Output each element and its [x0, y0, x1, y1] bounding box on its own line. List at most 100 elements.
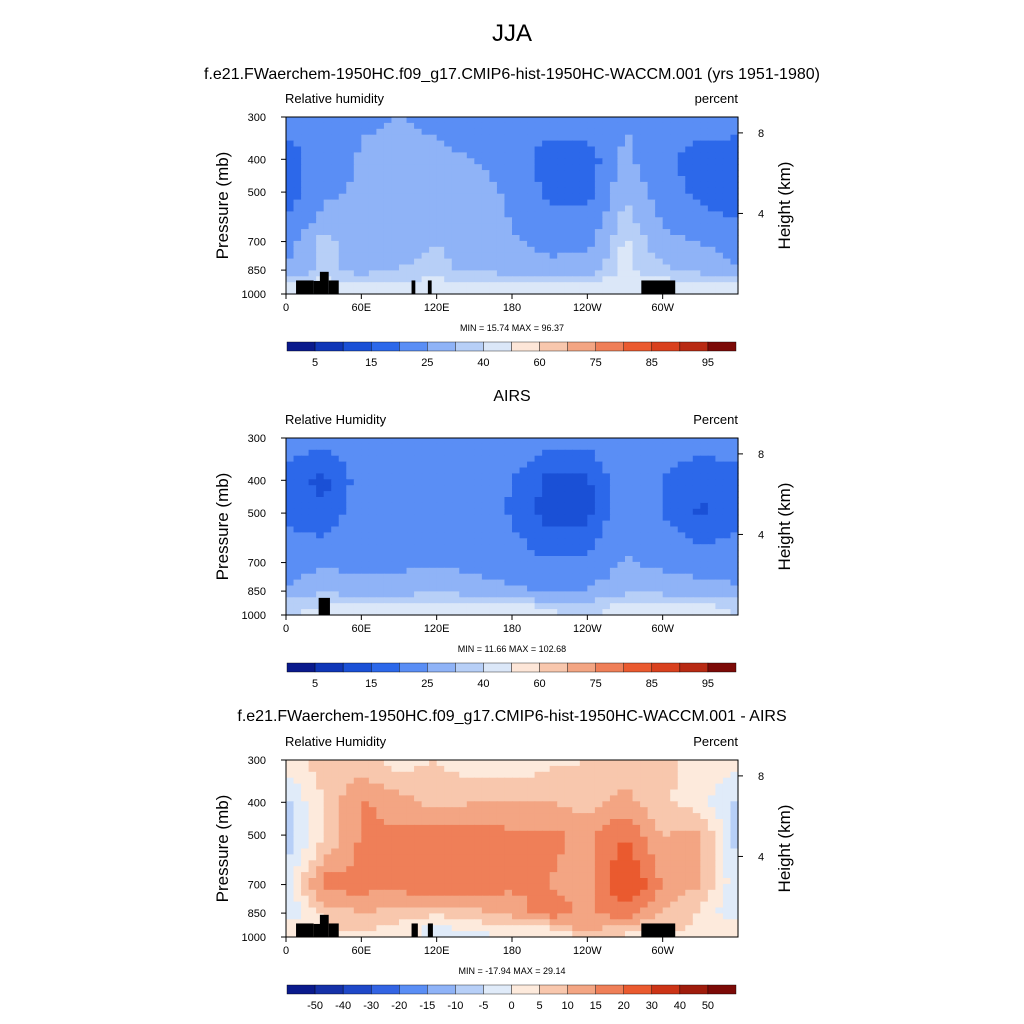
- heatmap-cell: [301, 164, 310, 171]
- heatmap-cell: [376, 579, 385, 587]
- heatmap-cell: [346, 824, 355, 832]
- heatmap-cell: [421, 573, 430, 581]
- heatmap-cell: [399, 520, 408, 528]
- heatmap-cell: [444, 270, 453, 277]
- heatmap-cell: [459, 603, 468, 610]
- heatmap-cell: [451, 146, 460, 153]
- heatmap-cell: [316, 591, 325, 598]
- heatmap-cell: [602, 824, 611, 832]
- heatmap-cell: [722, 842, 732, 850]
- heatmap-cell: [527, 128, 536, 136]
- heatmap-cell: [647, 252, 656, 260]
- heatmap-cell: [414, 176, 423, 183]
- heatmap-cell: [346, 520, 355, 528]
- heatmap-cell: [572, 288, 581, 295]
- heatmap-cell: [685, 187, 694, 195]
- heatmap-cell: [609, 538, 619, 545]
- heatmap-cell: [549, 771, 558, 779]
- heatmap-cell: [670, 878, 679, 885]
- heatmap-cell: [602, 765, 611, 773]
- heatmap-cell: [722, 765, 732, 773]
- heatmap-cell: [700, 181, 709, 189]
- heatmap-cell: [368, 813, 377, 820]
- heatmap-cell: [625, 508, 634, 516]
- heatmap-cell: [534, 789, 543, 796]
- heatmap-cell: [534, 152, 543, 159]
- heatmap-cell: [466, 813, 475, 820]
- heatmap-cell: [286, 438, 295, 445]
- heatmap-cell: [512, 860, 521, 867]
- heatmap-cell: [512, 211, 521, 218]
- heatmap-cell: [730, 807, 739, 814]
- heatmap-cell: [353, 771, 362, 779]
- heatmap-cell: [368, 158, 377, 165]
- heatmap-cell: [647, 205, 656, 212]
- heatmap-cell: [474, 246, 483, 254]
- heatmap-cell: [504, 223, 513, 230]
- heatmap-cell: [496, 211, 506, 218]
- heatmap-cell: [399, 140, 408, 148]
- heatmap-cell: [301, 520, 310, 528]
- heatmap-cell: [496, 449, 506, 457]
- heatmap-cell: [406, 258, 415, 266]
- heatmap-cell: [564, 491, 573, 498]
- heatmap-cell: [301, 591, 310, 598]
- heatmap-cell: [286, 229, 295, 236]
- heatmap-cell: [481, 836, 490, 844]
- heatmap-cell: [316, 760, 325, 767]
- heatmap-cell: [353, 597, 362, 604]
- heatmap-cell: [700, 532, 709, 539]
- heatmap-cell: [722, 848, 732, 855]
- heatmap-cell: [640, 134, 649, 142]
- heatmap-cell: [730, 508, 739, 516]
- heatmap-cell: [564, 609, 573, 616]
- heatmap-cell: [293, 848, 302, 855]
- heatmap-cell: [542, 819, 551, 826]
- heatmap-cell: [361, 438, 370, 445]
- heatmap-cell: [399, 134, 408, 142]
- heatmap-cell: [722, 573, 732, 581]
- heatmap-cell: [368, 771, 377, 779]
- heatmap-cell: [640, 276, 649, 283]
- heatmap-cell: [587, 270, 596, 277]
- heatmap-cell: [707, 848, 716, 855]
- heatmap-cell: [579, 485, 588, 492]
- heatmap-cell: [346, 854, 355, 861]
- heatmap-cell: [527, 573, 536, 581]
- heatmap-cell: [715, 461, 724, 469]
- heatmap-cell: [399, 205, 408, 212]
- heatmap-cell: [444, 170, 453, 177]
- heatmap-cell: [715, 532, 724, 539]
- heatmap-cell: [414, 801, 423, 808]
- heatmap-cell: [549, 842, 558, 850]
- heatmap-cell: [512, 217, 521, 224]
- heatmap-cell: [715, 128, 724, 136]
- heatmap-cell: [444, 252, 453, 260]
- heatmap-cell: [542, 223, 551, 230]
- heatmap-cell: [579, 795, 588, 802]
- heatmap-cell: [647, 532, 656, 539]
- heatmap-cell: [466, 199, 475, 207]
- heatmap-cell: [451, 246, 460, 254]
- heatmap-cell: [527, 473, 536, 480]
- heatmap-cell: [459, 117, 468, 124]
- heatmap-cell: [632, 170, 641, 177]
- heatmap-cell: [527, 467, 536, 474]
- heatmap-cell: [429, 276, 438, 283]
- heatmap-cell: [451, 205, 460, 212]
- heatmap-cell: [730, 140, 739, 148]
- heatmap-cell: [557, 152, 566, 159]
- heatmap-cell: [451, 288, 460, 295]
- heatmap-cell: [587, 193, 596, 201]
- heatmap-cell: [587, 824, 596, 832]
- heatmap-cell: [323, 765, 332, 773]
- heatmap-cell: [632, 585, 641, 592]
- heatmap-cell: [655, 479, 664, 486]
- heatmap-cell: [489, 170, 498, 177]
- heatmap-cell: [557, 235, 566, 242]
- heatmap-cell: [632, 520, 641, 528]
- heatmap-cell: [722, 246, 732, 254]
- heatmap-cell: [722, 561, 732, 569]
- heatmap-cell: [512, 819, 521, 826]
- heatmap-cell: [617, 526, 626, 533]
